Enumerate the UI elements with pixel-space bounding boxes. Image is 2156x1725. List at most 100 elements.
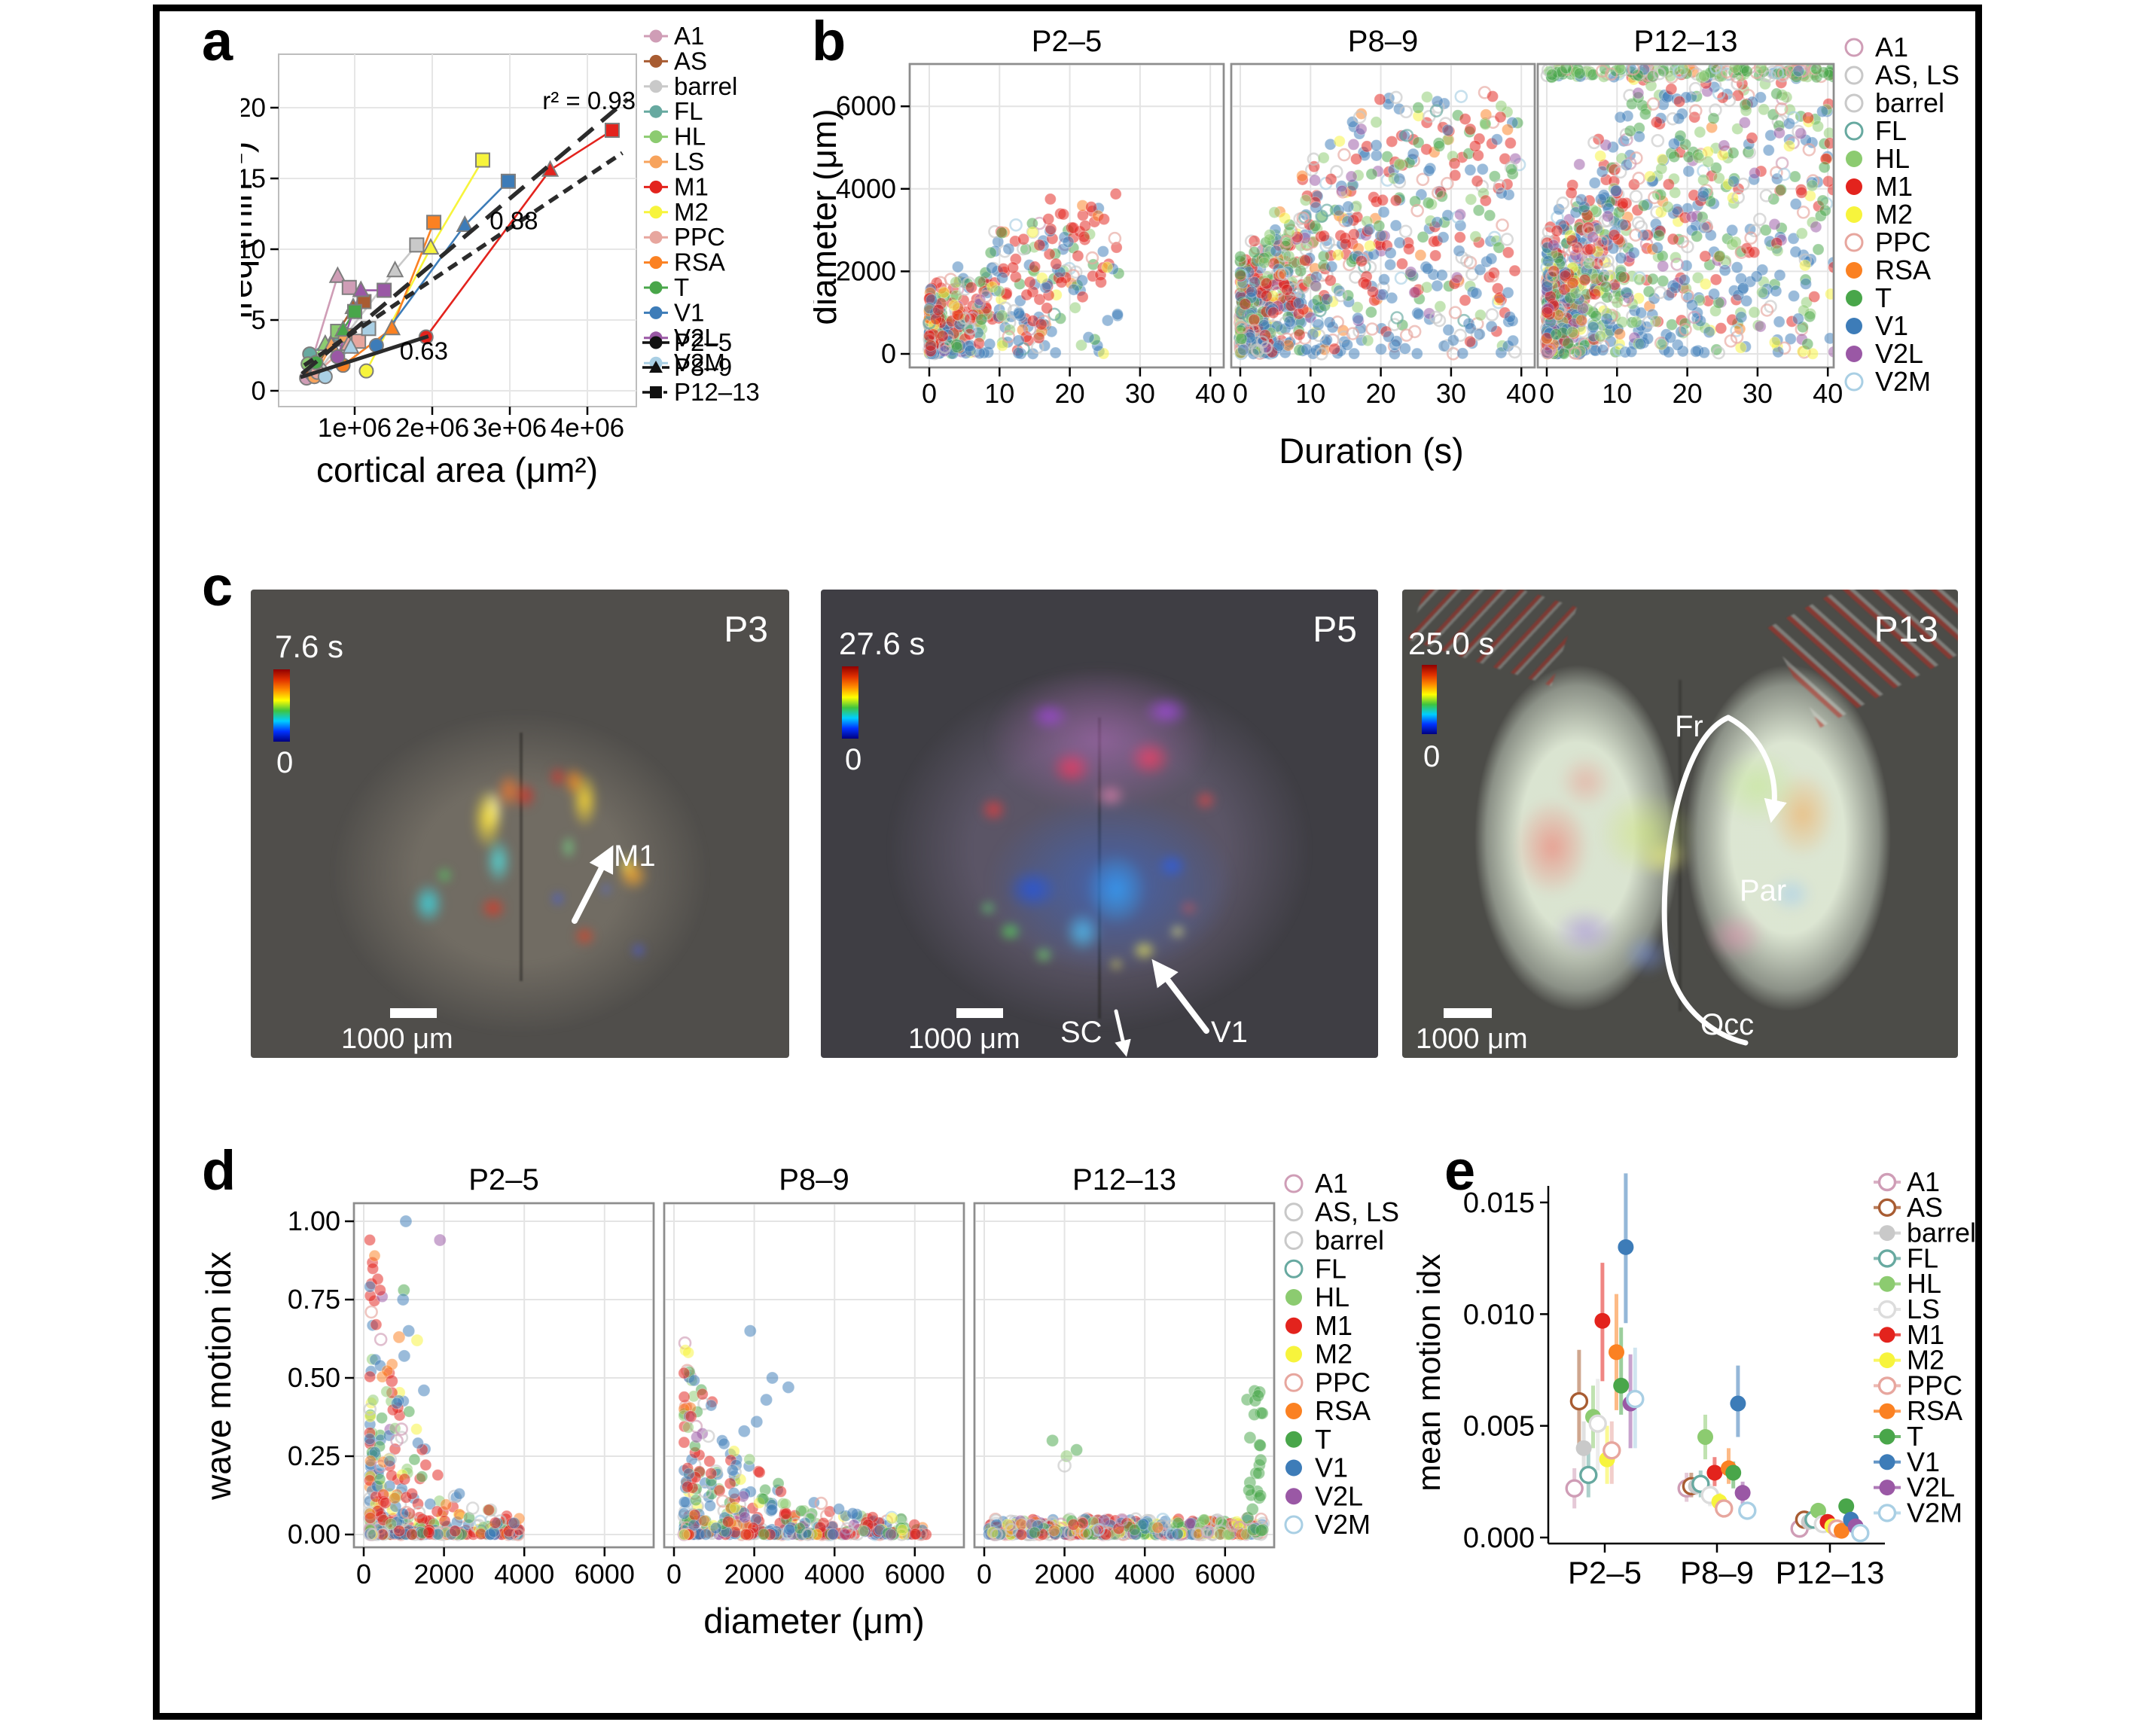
panel-c-label: c xyxy=(202,555,233,617)
svg-text:AS: AS xyxy=(1907,1192,1943,1223)
svg-text:V1: V1 xyxy=(1315,1452,1348,1483)
scale-bar-label: 1000 μm xyxy=(1416,1023,1528,1055)
annotation-overlay xyxy=(1114,959,1209,1057)
svg-text:barrel: barrel xyxy=(674,72,737,100)
svg-text:5: 5 xyxy=(252,306,266,335)
svg-text:P12–13: P12–13 xyxy=(674,378,760,406)
svg-text:0.75: 0.75 xyxy=(288,1284,340,1315)
time-zero-label: 0 xyxy=(276,746,294,779)
svg-text:10: 10 xyxy=(1295,378,1325,409)
annotation-overlay xyxy=(572,845,614,924)
scale-bar xyxy=(390,1008,437,1018)
svg-text:PPC: PPC xyxy=(674,223,725,251)
svg-text:PPC: PPC xyxy=(1315,1367,1371,1397)
svg-text:Duration (s): Duration (s) xyxy=(1279,431,1464,471)
svg-text:T: T xyxy=(1907,1421,1923,1452)
svg-text:M2: M2 xyxy=(1875,199,1913,230)
svg-text:V2L: V2L xyxy=(1875,338,1923,369)
time-scale-label: 7.6 s xyxy=(275,629,344,664)
svg-text:V2L: V2L xyxy=(1315,1480,1363,1511)
svg-text:A1: A1 xyxy=(1907,1166,1940,1197)
svg-text:T: T xyxy=(1875,282,1892,313)
svg-text:0.50: 0.50 xyxy=(288,1362,340,1393)
time-colorbar xyxy=(1422,665,1437,734)
svg-text:0.00: 0.00 xyxy=(288,1519,340,1550)
svg-text:10: 10 xyxy=(984,378,1014,409)
svg-text:0: 0 xyxy=(1233,378,1248,409)
svg-text:40: 40 xyxy=(1195,378,1225,409)
facet-points-P2–5 xyxy=(363,1215,526,1541)
scale-bar-label: 1000 μm xyxy=(341,1023,453,1055)
svg-text:diameter (μm): diameter (μm) xyxy=(703,1601,924,1641)
svg-text:barrel: barrel xyxy=(1907,1218,1976,1248)
svg-text:freq (min⁻¹): freq (min⁻¹) xyxy=(241,142,259,319)
region-annotation: Fr xyxy=(1675,710,1703,743)
brain-image-p3: 7.6 s 0 P3 M1 1000 μm xyxy=(251,590,789,1058)
region-annotation: M1 xyxy=(614,840,656,873)
svg-text:M2: M2 xyxy=(674,198,709,226)
annotation-overlay xyxy=(1661,715,1787,1046)
svg-text:HL: HL xyxy=(674,123,706,151)
svg-text:0: 0 xyxy=(977,1559,992,1589)
svg-text:HL: HL xyxy=(1907,1268,1941,1299)
svg-text:M1: M1 xyxy=(1875,171,1913,202)
scatter-facets-b: P2–5 0 10 20 30 40 P8–9 0 10 20 30 40 P12–13 0 10 20 30 4… xyxy=(804,25,1959,471)
panel-d-chart: P2–5 0 2000 4000 6000 P8–9 0 2000 4000 6000 P12–13… xyxy=(199,1156,1401,1713)
svg-text:P8–9: P8–9 xyxy=(779,1163,849,1196)
region-annotation: V1 xyxy=(1211,1016,1248,1049)
svg-text:0.000: 0.000 xyxy=(1463,1522,1535,1554)
svg-text:15: 15 xyxy=(241,164,266,194)
svg-text:M2: M2 xyxy=(1907,1345,1944,1376)
panel-d-label: d xyxy=(202,1139,236,1202)
scale-bar xyxy=(956,1008,1003,1018)
svg-text:LS: LS xyxy=(674,148,704,175)
time-scale-label: 27.6 s xyxy=(839,626,926,661)
svg-text:P12–13: P12–13 xyxy=(1634,25,1738,58)
svg-text:6000: 6000 xyxy=(885,1559,945,1589)
svg-text:V2L: V2L xyxy=(1907,1472,1955,1503)
svg-text:M1: M1 xyxy=(1907,1319,1944,1350)
svg-text:HL: HL xyxy=(1875,143,1910,174)
svg-text:M1: M1 xyxy=(674,172,709,200)
svg-text:1e+06: 1e+06 xyxy=(318,413,392,443)
svg-text:M2: M2 xyxy=(1315,1339,1352,1370)
svg-text:4000: 4000 xyxy=(836,173,896,204)
age-tag: P5 xyxy=(1313,610,1357,650)
facet-points-P8–9 xyxy=(677,1324,932,1541)
brain-image-p13: 25.0 s 0 P13 Fr Par Occ 1000 μm xyxy=(1402,590,1958,1058)
panel-e-label: e xyxy=(1444,1139,1476,1202)
series-lines xyxy=(299,123,620,386)
svg-text:T: T xyxy=(1315,1424,1331,1455)
svg-text:V2M: V2M xyxy=(674,349,725,376)
region-annotation: SC xyxy=(1060,1016,1102,1049)
time-zero-label: 0 xyxy=(845,743,862,776)
svg-text:0.25: 0.25 xyxy=(288,1440,340,1471)
region-annotation: Par xyxy=(1740,874,1787,907)
brain-image-p5: 27.6 s 0 P5 V1 SC 1000 μm xyxy=(821,590,1378,1058)
facet-points-P8–9 xyxy=(1234,86,1526,361)
age-tag: P13 xyxy=(1874,610,1938,650)
facet-points-P12–13 xyxy=(983,1384,1270,1541)
time-zero-label: 0 xyxy=(1423,740,1441,773)
svg-text:V1: V1 xyxy=(674,298,704,326)
facet-points-P2–5 xyxy=(922,187,1125,361)
mean-points xyxy=(1565,1239,1870,1543)
svg-text:2000: 2000 xyxy=(724,1559,785,1589)
svg-text:diameter (μm): diameter (μm) xyxy=(813,108,843,325)
svg-text:0.005: 0.005 xyxy=(1463,1411,1535,1443)
svg-text:2000: 2000 xyxy=(1035,1559,1095,1589)
scatter-line-chart-a: 0.63 0.88 r² = 0.93 1e+06 2e+06 3e+06 4e+06 0 5 1… xyxy=(220,22,760,489)
svg-text:cortical area (μm²): cortical area (μm²) xyxy=(316,450,598,489)
svg-text:V2M: V2M xyxy=(1315,1509,1371,1540)
svg-text:4000: 4000 xyxy=(494,1559,554,1589)
svg-text:V1: V1 xyxy=(1875,310,1908,341)
svg-text:20: 20 xyxy=(1673,378,1703,409)
svg-text:P2–5: P2–5 xyxy=(674,328,732,356)
svg-text:mean motion idx: mean motion idx xyxy=(1411,1254,1447,1492)
svg-text:6000: 6000 xyxy=(575,1559,635,1589)
time-scale-label: 25.0 s xyxy=(1408,626,1495,661)
pointrange-chart-e: 0.000 0.005 0.010 0.015 P2–5 P8–9 P12–13 mean m… xyxy=(1411,1166,1976,1590)
svg-text:barrel: barrel xyxy=(1875,87,1944,118)
svg-text:0: 0 xyxy=(922,378,937,409)
svg-text:RSA: RSA xyxy=(1315,1395,1371,1426)
